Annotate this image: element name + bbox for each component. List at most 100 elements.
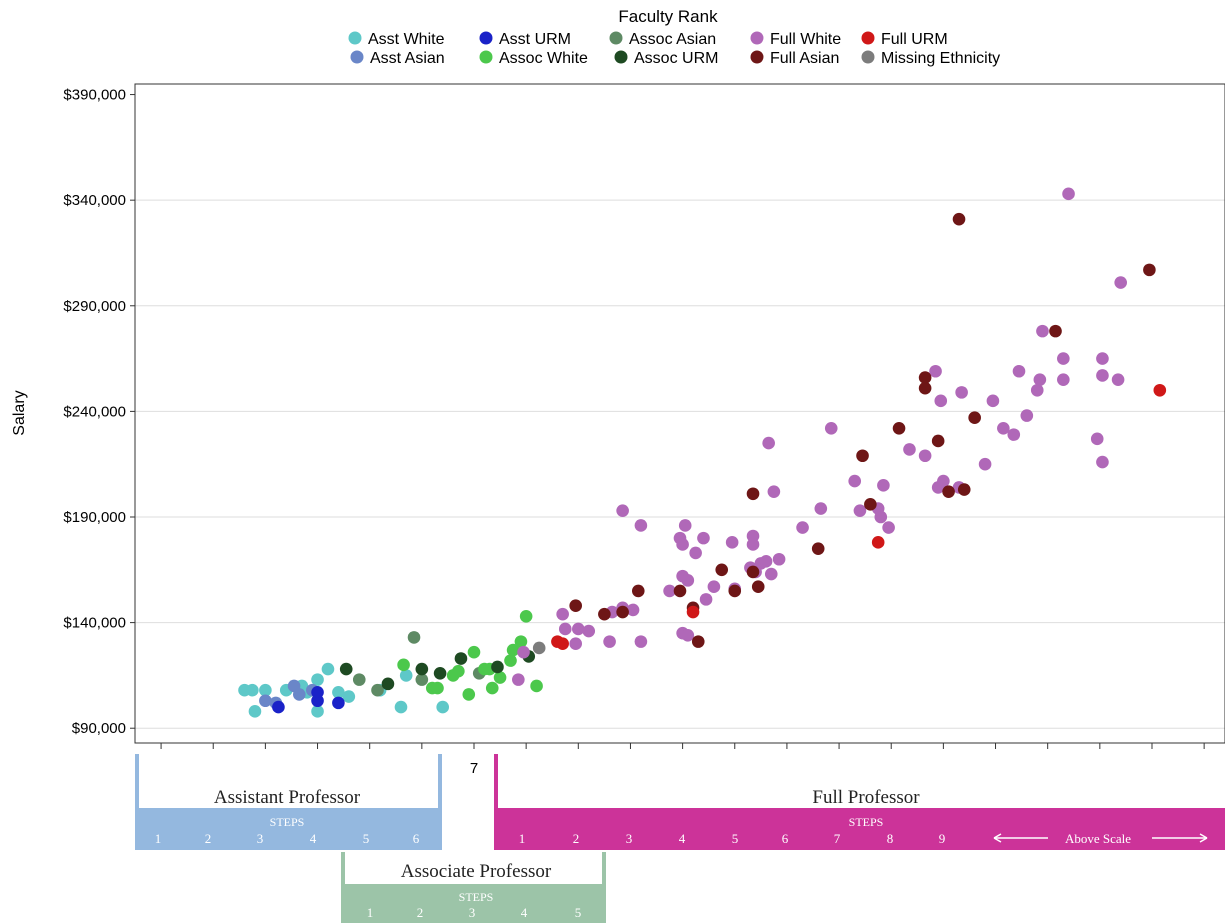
legend-marker <box>861 31 875 45</box>
data-point <box>407 631 421 644</box>
data-point <box>942 485 955 498</box>
data-point <box>931 434 945 448</box>
assistant-professor-label: Assistant Professor <box>214 787 361 808</box>
data-point <box>512 673 525 686</box>
data-point <box>1049 324 1062 338</box>
data-point <box>751 580 765 593</box>
legend-marker <box>609 31 623 45</box>
step-number: 2 <box>205 831 212 846</box>
y-tick-label: $390,000 <box>63 87 126 104</box>
data-point <box>686 605 700 619</box>
step-number: 6 <box>782 831 789 846</box>
full-professor-band: Full Professor STEPS Above Scale <box>494 754 1225 850</box>
legend-entry: Full White <box>770 31 841 48</box>
data-point <box>918 381 932 395</box>
data-point <box>689 546 702 560</box>
legend-entry: Asst URM <box>499 31 571 48</box>
full-professor-label: Full Professor <box>812 787 920 808</box>
data-point <box>728 584 742 598</box>
data-point <box>955 386 968 399</box>
data-point <box>616 504 629 517</box>
data-point <box>856 449 869 463</box>
step-number: 4 <box>521 905 528 920</box>
associate-professor-band: Associate Professor STEPS <box>341 852 606 923</box>
data-point <box>352 673 366 686</box>
data-point <box>1096 352 1109 365</box>
data-point <box>452 664 465 678</box>
data-point <box>626 603 640 617</box>
data-point <box>272 700 285 714</box>
legend: Faculty Rank Asst White Asst URM Assoc Asi… <box>348 7 1000 67</box>
data-point <box>759 555 773 568</box>
data-point <box>1114 276 1127 289</box>
data-point <box>415 662 429 676</box>
data-point <box>1062 187 1075 201</box>
data-point <box>321 662 335 676</box>
legend-entry: Assoc White <box>499 50 588 67</box>
data-point <box>1033 373 1047 387</box>
data-point <box>957 483 971 496</box>
legend-entry: Missing Ethnicity <box>881 50 1000 67</box>
data-point <box>1057 352 1070 365</box>
data-point <box>1153 383 1167 397</box>
assistant-professor-band: Assistant Professor STEPS <box>135 754 442 850</box>
data-point <box>1020 409 1034 422</box>
data-point <box>517 645 530 659</box>
data-point <box>572 622 585 636</box>
plot-frame <box>134 83 1225 744</box>
data-point <box>462 688 476 701</box>
step-number: 6 <box>413 831 420 846</box>
data-point <box>558 622 572 636</box>
step-number: 7 <box>834 831 841 846</box>
step-number: 5 <box>732 831 739 846</box>
legend-entry: Full URM <box>881 31 948 48</box>
data-point <box>1096 369 1109 382</box>
data-point <box>903 443 916 456</box>
data-point <box>397 658 410 672</box>
data-point <box>746 565 760 579</box>
data-point <box>504 654 517 667</box>
data-point <box>399 669 413 682</box>
data-point <box>532 641 546 655</box>
data-point <box>530 679 543 693</box>
data-point <box>937 474 950 488</box>
y-tick-label: $240,000 <box>63 403 126 420</box>
full-steps-label: STEPS <box>849 815 884 829</box>
data-point <box>1012 364 1026 378</box>
data-point <box>978 457 992 471</box>
above-scale-indicator: Above Scale <box>993 831 1208 846</box>
legend-marker <box>348 31 362 45</box>
data-point <box>342 690 356 703</box>
y-tick-label: $290,000 <box>63 298 126 315</box>
data-point <box>848 474 862 488</box>
legend-marker <box>750 50 764 64</box>
data-point <box>246 683 259 697</box>
y-tick-label: $190,000 <box>63 509 126 526</box>
data-point <box>493 671 507 684</box>
data-point <box>986 394 1000 408</box>
data-point <box>506 643 520 657</box>
data-point <box>634 635 648 648</box>
data-point <box>292 688 306 701</box>
y-axis: $90,000 $140,000 $190,000 $240,000 $290,000 $… <box>63 87 135 737</box>
associate-steps-label: STEPS <box>459 890 494 904</box>
data-point <box>681 574 695 587</box>
data-point <box>767 485 781 498</box>
data-point <box>929 364 942 378</box>
data-point <box>764 567 778 581</box>
data-point <box>339 662 353 676</box>
legend-marker <box>750 31 764 45</box>
data-point <box>882 521 895 534</box>
data-point <box>676 538 689 551</box>
data-point <box>582 624 596 638</box>
step-number: 2 <box>417 905 424 920</box>
step-number: 8 <box>887 831 894 846</box>
data-point <box>681 628 695 642</box>
data-point <box>874 510 888 524</box>
data-point <box>997 421 1010 435</box>
above-scale-label: Above Scale <box>1065 831 1131 846</box>
assistant-steps-label: STEPS <box>270 815 305 829</box>
data-point <box>952 212 966 226</box>
data-point <box>1096 455 1109 469</box>
data-point <box>485 681 499 695</box>
